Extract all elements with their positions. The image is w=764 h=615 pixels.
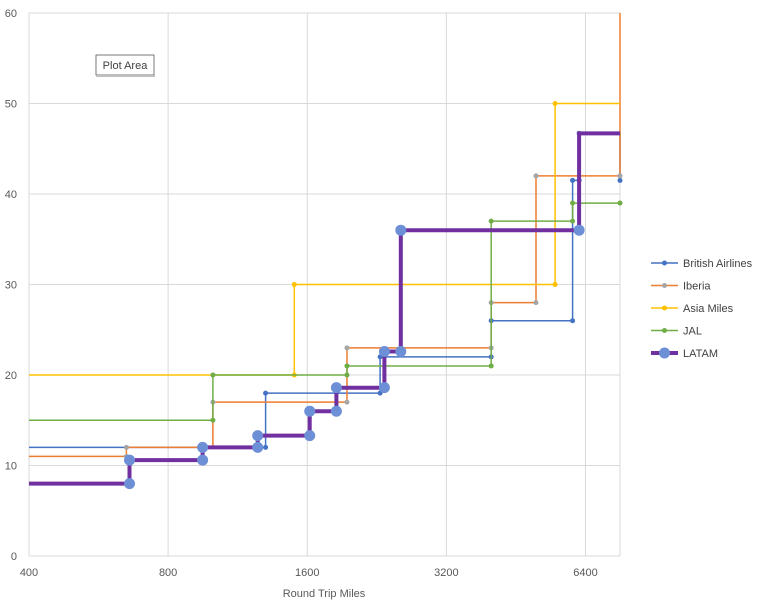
legend-swatch-marker — [662, 305, 667, 311]
y-tick-label: 20 — [5, 370, 17, 382]
legend-item: LATAM — [651, 347, 718, 360]
y-tick-label: 30 — [5, 280, 17, 292]
data-point — [304, 430, 316, 442]
legend-swatch-marker — [659, 347, 670, 359]
data-point — [488, 218, 494, 224]
series-line — [29, 132, 621, 449]
data-point — [330, 382, 342, 394]
series-line — [29, 102, 620, 376]
x-tick-label: 1600 — [295, 567, 319, 579]
x-axis-title: Round Trip Miles — [283, 588, 366, 600]
data-point — [570, 218, 576, 224]
legend-item: British Airlines — [651, 258, 753, 270]
legend-label: LATAM — [683, 348, 718, 360]
data-point — [124, 454, 136, 466]
data-point — [344, 363, 350, 369]
data-point — [344, 372, 350, 378]
x-tick-label: 6400 — [573, 567, 597, 579]
data-point — [124, 478, 136, 490]
legend-label: British Airlines — [683, 258, 753, 270]
legend-swatch-marker — [662, 283, 667, 288]
data-point — [395, 345, 407, 357]
data-point — [533, 300, 539, 306]
data-point — [617, 200, 623, 206]
data-point — [617, 177, 623, 183]
data-point — [570, 318, 576, 324]
series-asia-miles — [29, 101, 620, 378]
data-point — [197, 454, 209, 466]
data-point — [197, 441, 209, 453]
data-point — [570, 200, 576, 206]
legend: British Airlines Iberia Asia Miles JAL LATAM — [651, 258, 753, 360]
y-tick-label: 10 — [5, 461, 17, 473]
data-point — [330, 405, 342, 417]
legend-swatch-marker — [662, 328, 667, 333]
series-line — [29, 131, 620, 486]
plot-area-tooltip: Plot Area — [95, 54, 155, 77]
data-point — [344, 345, 350, 351]
data-point — [263, 390, 269, 396]
data-point — [395, 224, 407, 236]
series-jal — [29, 200, 623, 423]
legend-label: Asia Miles — [683, 303, 734, 315]
series-line — [29, 202, 620, 422]
x-tick-label: 3200 — [434, 567, 458, 579]
legend-label: Iberia — [683, 281, 711, 293]
data-point — [378, 345, 390, 357]
series-iberia — [29, 13, 623, 459]
data-point — [252, 430, 264, 442]
y-tick-label: 60 — [5, 8, 17, 20]
series-layer — [29, 13, 623, 490]
data-point — [570, 177, 576, 183]
legend-item: Iberia — [651, 281, 711, 293]
data-point — [533, 173, 539, 179]
data-point — [123, 444, 129, 450]
data-point — [252, 441, 264, 453]
data-point — [378, 382, 390, 394]
series-line — [29, 13, 621, 458]
legend-item: JAL — [651, 326, 702, 338]
data-point — [573, 224, 585, 236]
data-point — [552, 282, 558, 287]
data-point — [291, 282, 297, 287]
data-point — [552, 101, 558, 106]
y-tick-label: 50 — [5, 99, 17, 111]
x-tick-label: 800 — [159, 567, 177, 579]
y-tick-label: 40 — [5, 189, 17, 201]
y-tick-label: 0 — [11, 551, 17, 563]
data-point — [617, 173, 623, 179]
data-point — [210, 417, 216, 423]
legend-item: Asia Miles — [651, 303, 734, 315]
x-tick-label: 400 — [20, 567, 38, 579]
tick-labels: 0 10 20 30 40 50 60 400 800 1600 3200 6400 — [5, 8, 598, 579]
legend-label: JAL — [683, 326, 702, 338]
data-point — [304, 405, 316, 417]
data-point — [344, 399, 350, 405]
tooltip-label: Plot Area — [103, 60, 149, 72]
data-point — [210, 372, 216, 378]
series-latam — [29, 131, 620, 490]
legend-swatch-marker — [662, 260, 667, 266]
data-point — [263, 444, 269, 450]
data-point — [488, 363, 494, 369]
